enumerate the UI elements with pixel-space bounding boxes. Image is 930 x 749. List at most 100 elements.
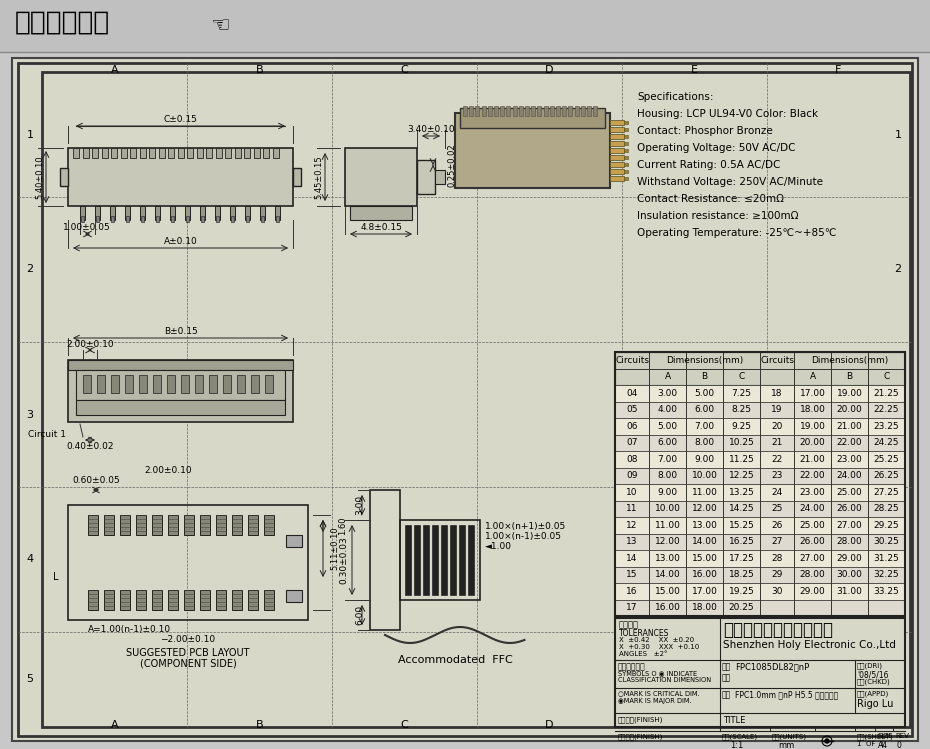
Text: 23.00: 23.00 <box>837 455 862 464</box>
Text: C±0.15: C±0.15 <box>164 115 197 124</box>
Text: B: B <box>846 372 853 381</box>
Text: 19: 19 <box>771 405 783 414</box>
Text: B: B <box>701 372 708 381</box>
Bar <box>624 163 628 166</box>
Bar <box>97 375 105 393</box>
Bar <box>178 148 183 158</box>
Bar <box>624 177 628 180</box>
Text: 0.30±0.03: 0.30±0.03 <box>339 536 348 584</box>
Text: 0.40±0.02: 0.40±0.02 <box>66 442 113 451</box>
Text: 17.00: 17.00 <box>692 586 717 595</box>
Text: 20: 20 <box>771 422 783 431</box>
Bar <box>459 525 465 595</box>
Text: 6.00: 6.00 <box>355 605 364 625</box>
Bar <box>581 106 585 116</box>
Bar <box>610 169 624 174</box>
Text: 27.00: 27.00 <box>800 554 826 562</box>
Bar <box>470 106 473 116</box>
Text: 27.25: 27.25 <box>873 488 899 497</box>
Text: 30.00: 30.00 <box>837 570 862 579</box>
Text: 31.25: 31.25 <box>873 554 899 562</box>
Bar <box>610 162 624 167</box>
Text: 19.00: 19.00 <box>837 389 862 398</box>
Bar <box>232 515 242 535</box>
Text: 1  OF  1: 1 OF 1 <box>857 741 884 747</box>
Bar <box>370 490 400 630</box>
Text: 24.25: 24.25 <box>874 438 899 447</box>
Text: X  ±0.42    XX  ±0.20: X ±0.42 XX ±0.20 <box>619 637 694 643</box>
Text: 14.00: 14.00 <box>692 537 717 546</box>
Text: ◉MARK IS MAJOR DIM.: ◉MARK IS MAJOR DIM. <box>618 698 692 704</box>
Text: 1.00±0.05: 1.00±0.05 <box>63 223 111 232</box>
Bar <box>624 170 628 173</box>
Text: 12.00: 12.00 <box>655 537 681 546</box>
Text: 30: 30 <box>771 586 783 595</box>
Bar <box>519 106 523 116</box>
Text: ◄1.00: ◄1.00 <box>485 542 512 551</box>
Text: SIZE: SIZE <box>877 733 893 739</box>
Text: 5.00: 5.00 <box>695 389 714 398</box>
Text: 12: 12 <box>626 521 638 530</box>
Text: 28.25: 28.25 <box>873 504 899 513</box>
Text: 9.00: 9.00 <box>695 455 714 464</box>
Text: 33.25: 33.25 <box>873 586 899 595</box>
Text: 14.00: 14.00 <box>655 570 681 579</box>
Text: F: F <box>835 720 842 730</box>
Text: 27.00: 27.00 <box>837 521 862 530</box>
Text: 29.25: 29.25 <box>873 521 899 530</box>
Text: 7.00: 7.00 <box>658 455 678 464</box>
Text: 2.00±0.10: 2.00±0.10 <box>144 466 192 475</box>
Bar <box>610 120 624 125</box>
Text: C: C <box>884 372 890 381</box>
Bar <box>254 148 259 158</box>
Text: 10.00: 10.00 <box>692 471 717 480</box>
Text: 2.00±0.10: 2.00±0.10 <box>66 340 113 349</box>
Text: 12.25: 12.25 <box>729 471 754 480</box>
Text: REV: REV <box>895 733 909 739</box>
Text: 图号: 图号 <box>722 673 731 682</box>
Bar <box>139 375 147 393</box>
Bar <box>251 375 259 393</box>
Text: 3.00: 3.00 <box>355 495 364 515</box>
Text: 25.00: 25.00 <box>800 521 826 530</box>
Text: A: A <box>664 372 671 381</box>
Text: 26.25: 26.25 <box>873 471 899 480</box>
Text: 06: 06 <box>626 422 638 431</box>
Bar <box>237 375 245 393</box>
Bar <box>121 148 126 158</box>
Bar <box>186 216 189 222</box>
Bar <box>216 216 219 222</box>
Text: 4.00: 4.00 <box>658 405 677 414</box>
Bar <box>73 148 79 158</box>
Text: C: C <box>401 720 408 730</box>
Text: 12.00: 12.00 <box>692 504 717 513</box>
Bar <box>244 148 250 158</box>
Bar <box>512 106 516 116</box>
Text: 13.00: 13.00 <box>655 554 681 562</box>
Text: Current Rating: 0.5A AC/DC: Current Rating: 0.5A AC/DC <box>637 160 780 170</box>
Text: B: B <box>256 720 263 730</box>
Text: 13.25: 13.25 <box>728 488 754 497</box>
Text: 10.25: 10.25 <box>728 438 754 447</box>
Bar <box>68 148 293 206</box>
Bar <box>153 375 161 393</box>
Text: A=1.00(n-1)±0.10: A=1.00(n-1)±0.10 <box>88 625 171 634</box>
Bar <box>610 127 624 132</box>
Bar <box>136 590 146 610</box>
Text: Circuits: Circuits <box>615 356 649 365</box>
Bar <box>275 206 280 220</box>
Bar <box>60 168 68 186</box>
Text: 2: 2 <box>895 264 901 274</box>
Bar <box>170 206 175 220</box>
Text: 19.00: 19.00 <box>800 422 826 431</box>
Bar <box>206 148 212 158</box>
Bar <box>615 352 905 616</box>
Text: FPC1.0mm －nP H5.5 单面接正位: FPC1.0mm －nP H5.5 单面接正位 <box>735 690 838 699</box>
Text: 13.00: 13.00 <box>692 521 717 530</box>
Text: A±0.10: A±0.10 <box>164 237 197 246</box>
Bar <box>435 170 445 184</box>
Text: FPC1085DL82－nP: FPC1085DL82－nP <box>735 662 809 671</box>
Text: 6.00: 6.00 <box>658 438 678 447</box>
Text: SYMBOLS O ◉ INDICATE: SYMBOLS O ◉ INDICATE <box>618 670 698 676</box>
Text: 22: 22 <box>771 455 783 464</box>
